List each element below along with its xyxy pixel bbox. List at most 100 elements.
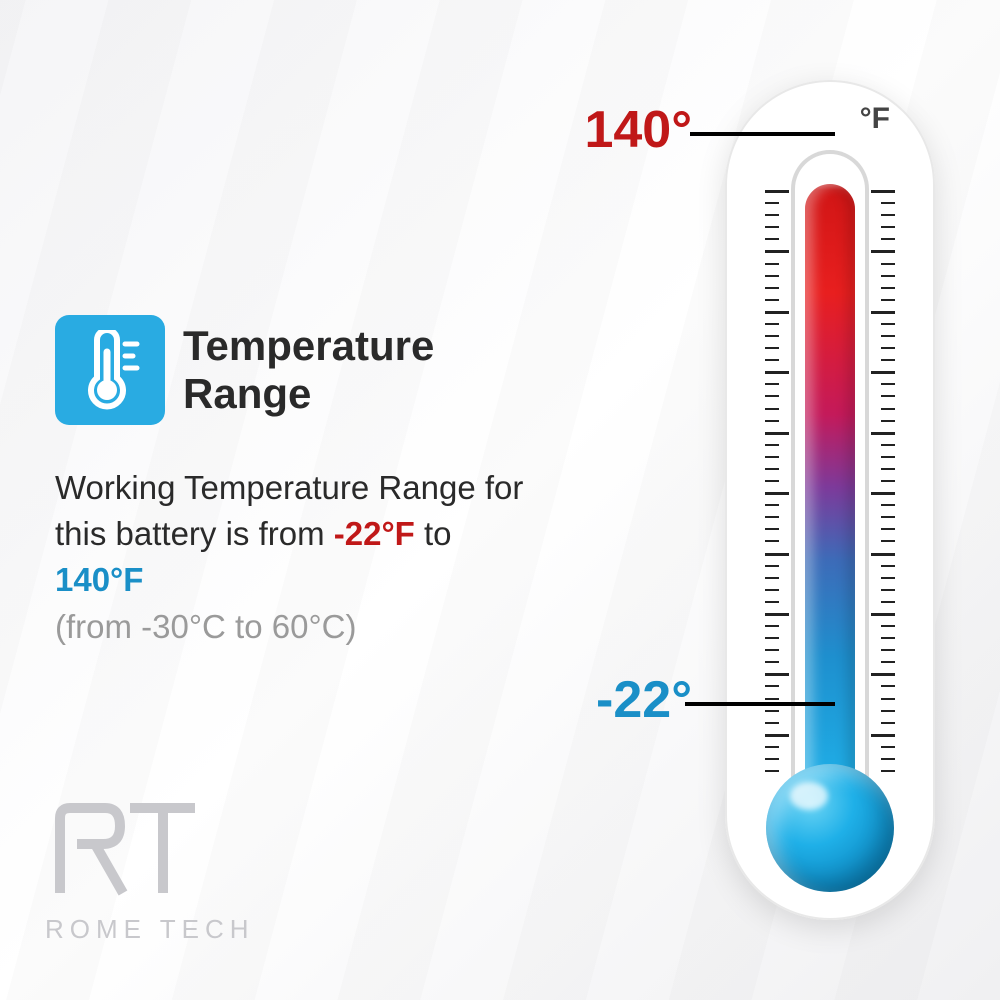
tick-mark (765, 649, 779, 651)
tick-mark (881, 287, 895, 289)
tick-mark (765, 673, 789, 676)
tick-mark (881, 516, 895, 518)
thermometer-bulb (766, 764, 894, 892)
tick-mark (871, 734, 895, 737)
tick-mark (881, 625, 895, 627)
tick-mark (881, 540, 895, 542)
tick-mark (765, 468, 779, 470)
desc-prefix: Working Temperature Range for this batte… (55, 469, 523, 552)
tick-mark (765, 190, 789, 193)
low-temp-label: -22° (596, 670, 692, 730)
tick-mark (881, 746, 895, 748)
logo-text: ROME TECH (45, 914, 255, 945)
tick-mark (765, 456, 779, 458)
tick-mark (765, 311, 789, 314)
tick-mark (881, 577, 895, 579)
tick-mark (881, 408, 895, 410)
tick-mark (765, 734, 789, 737)
tick-mark (765, 238, 779, 240)
tick-mark (765, 698, 779, 700)
tick-mark (871, 492, 895, 495)
tick-mark (881, 323, 895, 325)
tick-mark (881, 770, 895, 772)
tick-mark (765, 359, 779, 361)
tick-mark (765, 637, 779, 639)
thermometer-icon (55, 315, 165, 425)
content-panel: TemperatureRange Working Temperature Ran… (55, 315, 535, 650)
tick-mark (871, 311, 895, 314)
tick-mark (765, 420, 779, 422)
tick-mark (881, 698, 895, 700)
tick-mark (881, 214, 895, 216)
tick-mark (765, 263, 779, 265)
tick-mark (871, 432, 895, 435)
desc-mid: to (415, 515, 452, 552)
tick-mark (881, 480, 895, 482)
tick-mark (765, 323, 779, 325)
tick-mark (881, 359, 895, 361)
thermometer: °F (720, 80, 940, 920)
tick-mark (765, 408, 779, 410)
tick-mark (765, 625, 779, 627)
tick-mark (765, 275, 779, 277)
tube-gloss (803, 160, 857, 190)
header-row: TemperatureRange (55, 315, 535, 425)
tick-mark (765, 565, 779, 567)
tick-mark (765, 661, 779, 663)
tick-mark (871, 371, 895, 374)
tick-mark (765, 540, 779, 542)
tick-mark (765, 770, 779, 772)
tick-mark (765, 432, 789, 435)
tick-mark (765, 480, 779, 482)
tick-mark (881, 395, 895, 397)
high-temp-label: 140° (584, 100, 692, 160)
tick-mark (765, 722, 779, 724)
tick-mark (765, 395, 779, 397)
tick-mark (881, 238, 895, 240)
celsius-note: (from -30°C to 60°C) (55, 604, 535, 650)
tick-mark (765, 214, 779, 216)
tick-mark (881, 528, 895, 530)
unit-label: °F (860, 102, 890, 136)
tick-mark (765, 613, 789, 616)
tick-mark (765, 601, 779, 603)
tick-mark (881, 468, 895, 470)
tick-mark (871, 553, 895, 556)
tick-mark (765, 371, 789, 374)
tick-mark (765, 492, 789, 495)
tick-mark (881, 504, 895, 506)
tick-mark (881, 601, 895, 603)
tick-mark (881, 275, 895, 277)
tick-mark (881, 444, 895, 446)
bulb-shine (790, 782, 828, 810)
high-temp-line (690, 132, 835, 136)
low-temp-line (685, 702, 835, 706)
tick-mark (765, 347, 779, 349)
tick-mark (871, 250, 895, 253)
title: TemperatureRange (183, 322, 434, 419)
tick-mark (765, 383, 779, 385)
tick-mark (765, 746, 779, 748)
tick-mark (881, 347, 895, 349)
description: Working Temperature Range for this batte… (55, 465, 535, 604)
tick-mark (765, 758, 779, 760)
tick-mark (881, 589, 895, 591)
tick-mark (881, 710, 895, 712)
tick-mark (765, 516, 779, 518)
tick-mark (881, 383, 895, 385)
tick-mark (881, 649, 895, 651)
tick-mark (765, 577, 779, 579)
tick-mark (765, 528, 779, 530)
desc-low: -22°F (334, 515, 415, 552)
tick-mark (765, 710, 779, 712)
tick-mark (881, 565, 895, 567)
tick-mark (881, 722, 895, 724)
logo-mark (45, 798, 255, 908)
tick-mark (765, 226, 779, 228)
brand-logo: ROME TECH (45, 798, 255, 945)
tick-mark (881, 661, 895, 663)
tick-mark (881, 420, 895, 422)
desc-high: 140°F (55, 561, 143, 598)
tick-mark (765, 444, 779, 446)
tick-mark (881, 263, 895, 265)
